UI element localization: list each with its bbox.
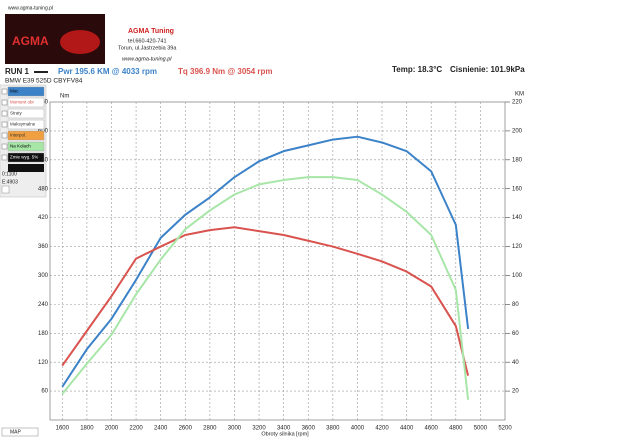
x-tick-label: 1800 bbox=[80, 426, 94, 432]
legend-item[interactable] bbox=[7, 86, 45, 97]
x-tick-label: 4200 bbox=[375, 426, 389, 432]
y-tick-label: 60 bbox=[41, 389, 48, 395]
logo-url: www.agma-tuning.pl bbox=[8, 5, 53, 11]
legend-item[interactable] bbox=[7, 152, 45, 163]
legend-item[interactable] bbox=[7, 141, 45, 152]
panel-info: 0:1100 bbox=[2, 171, 17, 177]
plot-area bbox=[49, 101, 506, 421]
run-name: RUN 1 bbox=[5, 67, 30, 76]
y-tick-label: 480 bbox=[38, 186, 49, 192]
x-tick-label: 4000 bbox=[351, 426, 365, 432]
x-tick-label: 3400 bbox=[277, 426, 291, 432]
y-tick-label: 120 bbox=[38, 360, 49, 366]
x-axis-label: Obroty silnika [rpm] bbox=[261, 431, 309, 437]
legend-item[interactable] bbox=[7, 108, 45, 119]
x-tick-label: 1600 bbox=[56, 426, 70, 432]
x-tick-label: 2800 bbox=[203, 426, 217, 432]
x-tick-label: 2200 bbox=[129, 426, 143, 432]
legend-label[interactable]: Moment obr bbox=[10, 100, 35, 105]
series-line bbox=[61, 135, 470, 388]
website: www.agma-tuning.pl bbox=[122, 56, 172, 62]
checkbox[interactable] bbox=[1, 110, 8, 117]
checkbox[interactable] bbox=[1, 99, 8, 106]
temp: Temp: 18.3°C bbox=[392, 65, 442, 74]
checkbox[interactable] bbox=[1, 132, 8, 139]
company: AGMA Tuning bbox=[128, 28, 174, 35]
map-label[interactable]: MAP bbox=[10, 429, 22, 435]
panel-label[interactable]: Maksymalne bbox=[10, 122, 36, 127]
y-tick-label: 240 bbox=[38, 302, 49, 308]
legend-label[interactable]: Moc bbox=[10, 89, 19, 94]
y-tick-label: 420 bbox=[38, 215, 49, 221]
y2-tick-label: 60 bbox=[512, 331, 519, 337]
series-line bbox=[61, 226, 470, 376]
y2-tick-label: 120 bbox=[512, 244, 523, 250]
panel-info: E:4903 bbox=[2, 179, 18, 185]
y-axis-label: Nm bbox=[60, 94, 69, 100]
tq-max: Tq 396.9 Nm @ 3054 rpm bbox=[178, 67, 273, 76]
logo-car bbox=[60, 30, 100, 54]
legend-item[interactable] bbox=[7, 119, 45, 130]
legend-label[interactable]: Na Kolach bbox=[10, 144, 31, 149]
y2-tick-label: 180 bbox=[512, 157, 523, 163]
panel-button[interactable] bbox=[1, 185, 10, 194]
pressure: Cisnienie: 101.9kPa bbox=[450, 65, 525, 74]
y-tick-label: 300 bbox=[38, 273, 49, 279]
y2-tick-label: 100 bbox=[512, 273, 523, 279]
x-tick-label: 3600 bbox=[302, 426, 316, 432]
pwr-max: Pwr 195.6 KM @ 4033 rpm bbox=[58, 67, 157, 76]
panel-label[interactable]: Interpol. bbox=[10, 133, 26, 138]
legend-item[interactable] bbox=[7, 97, 45, 108]
y2-tick-label: 20 bbox=[512, 389, 519, 395]
panel-label[interactable]: Zmie wyg. 5% bbox=[10, 155, 38, 160]
x-tick-label: 3200 bbox=[252, 426, 266, 432]
address: Torun, ul.Jastrzebia 39a bbox=[118, 45, 177, 51]
panel-block bbox=[8, 164, 44, 172]
checkbox[interactable] bbox=[1, 143, 8, 150]
legend-item[interactable] bbox=[7, 130, 45, 141]
x-tick-label: 4400 bbox=[400, 426, 414, 432]
x-tick-label: 2600 bbox=[179, 426, 193, 432]
y2-tick-label: 140 bbox=[512, 215, 523, 221]
series-line bbox=[61, 176, 470, 400]
x-tick-label: 4800 bbox=[449, 426, 463, 432]
y2-axis-label: KM bbox=[515, 92, 524, 98]
y2-tick-label: 200 bbox=[512, 128, 523, 134]
checkbox[interactable] bbox=[1, 88, 8, 95]
x-tick-label: 4600 bbox=[425, 426, 439, 432]
x-tick-label: 3000 bbox=[228, 426, 242, 432]
checkbox[interactable] bbox=[1, 154, 8, 161]
y2-tick-label: 220 bbox=[512, 100, 523, 106]
x-tick-label: 5200 bbox=[498, 426, 512, 432]
panel-label[interactable]: Straty bbox=[10, 111, 23, 116]
y-tick-label: 180 bbox=[38, 331, 49, 337]
map-box[interactable] bbox=[1, 427, 39, 437]
y2-tick-label: 80 bbox=[512, 302, 519, 308]
checkbox[interactable] bbox=[1, 121, 8, 128]
x-tick-label: 5000 bbox=[474, 426, 488, 432]
logo-text: AGMA bbox=[12, 34, 49, 48]
y2-tick-label: 160 bbox=[512, 186, 523, 192]
x-tick-label: 3800 bbox=[326, 426, 340, 432]
phone: tel.660-420-741 bbox=[128, 38, 167, 44]
x-tick-label: 2400 bbox=[154, 426, 168, 432]
car: BMW E39 525D CBYFV84 bbox=[5, 78, 83, 85]
y-tick-label: 360 bbox=[38, 244, 49, 250]
x-tick-label: 2000 bbox=[105, 426, 119, 432]
y2-tick-label: 40 bbox=[512, 360, 519, 366]
